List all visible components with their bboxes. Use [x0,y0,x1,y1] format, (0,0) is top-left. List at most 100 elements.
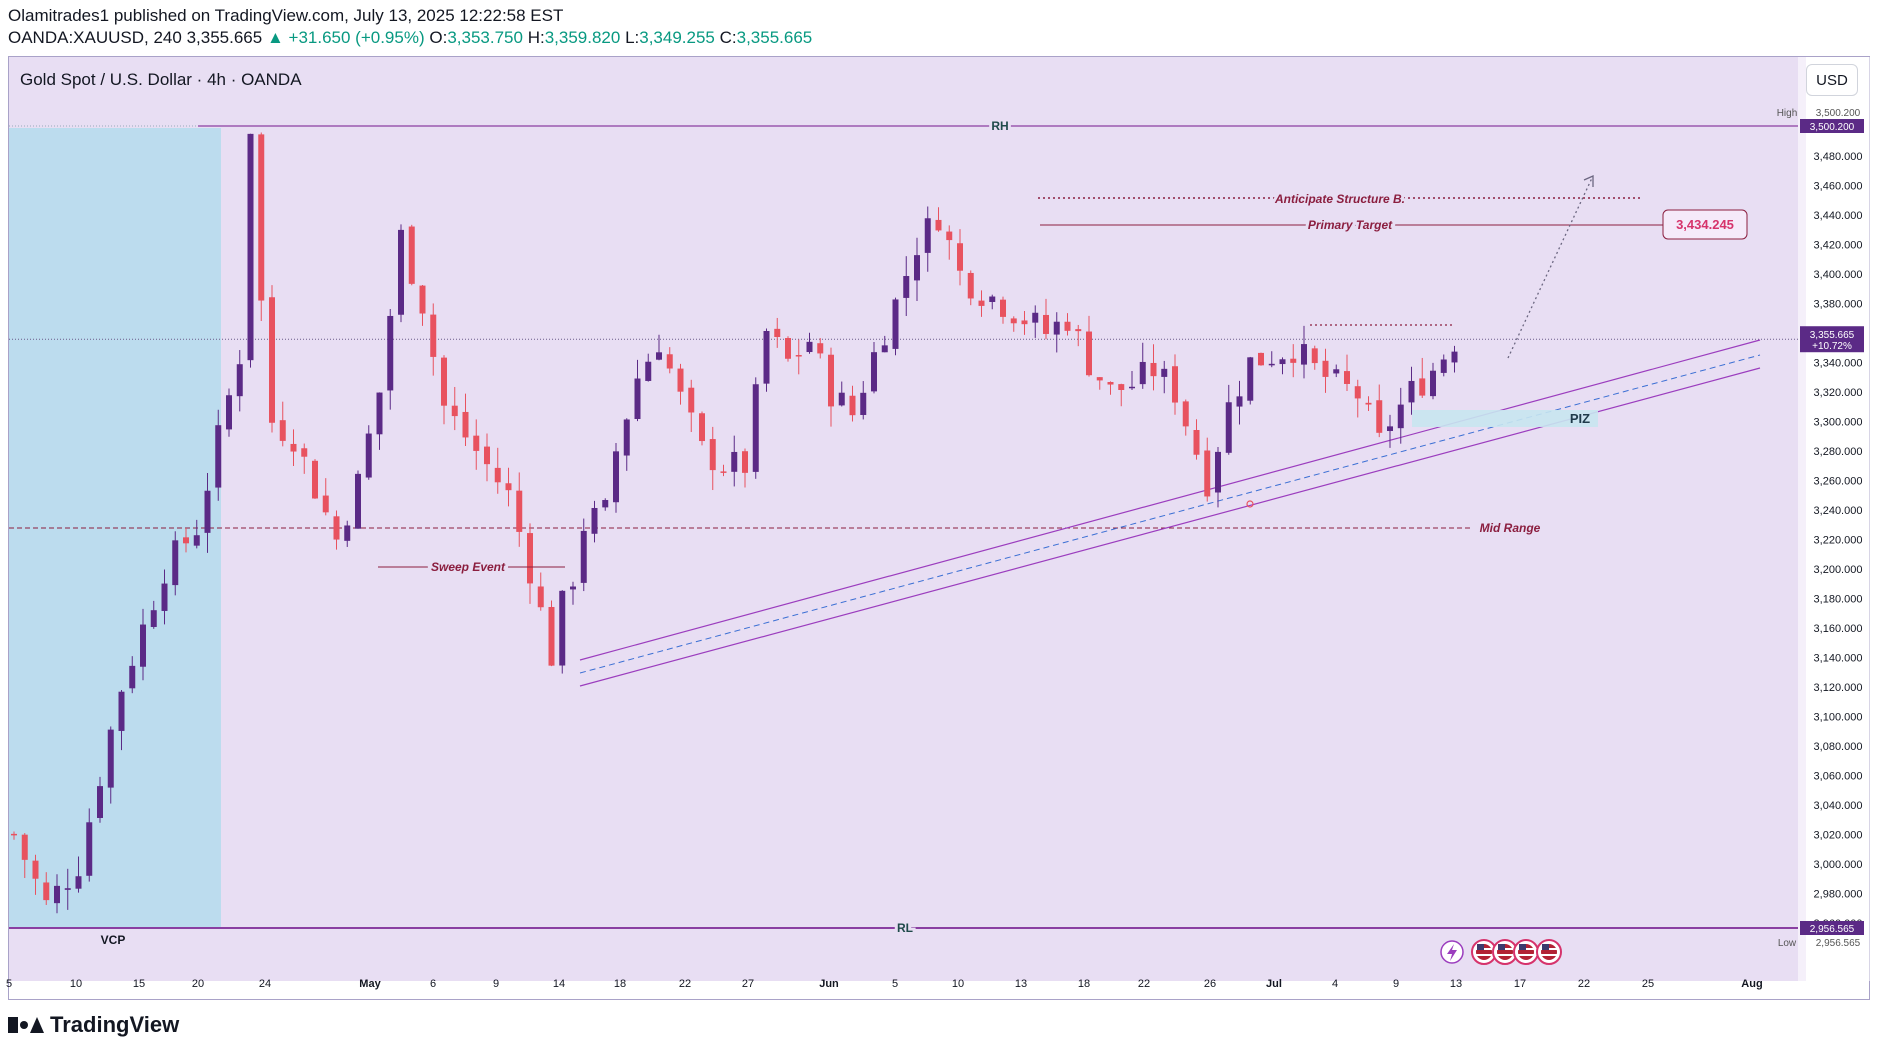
x-tick-label: 4 [1332,978,1338,990]
candle-body [871,352,877,392]
low-tag-label: Low [1778,938,1797,949]
candle-body [344,525,351,541]
last-price: 3,355.665 [186,28,263,47]
candle-body [484,446,490,465]
x-tick-label: 22 [1578,978,1590,990]
candle-body [924,218,931,253]
open-value: 3,353.750 [447,28,523,47]
candle-body [602,500,609,508]
x-tick-label: 13 [1450,978,1462,990]
candle-body [1451,351,1458,363]
x-tick-label: 22 [1138,978,1150,990]
candle-body [967,272,974,299]
x-tick-label: 13 [1015,978,1027,990]
flag-icon-stripe [1497,954,1513,956]
candle-body [559,590,566,666]
candle-body [570,586,576,590]
us-flag-event-icon [1513,939,1539,965]
y-tick-label: 3,460.000 [1814,180,1863,192]
x-tick-label: 10 [952,978,964,990]
candle-body [161,583,168,611]
y-tick-label: 3,120.000 [1814,682,1863,694]
candle-body [226,395,232,430]
candle-body [172,540,179,586]
x-tick-label: 20 [192,978,204,990]
candle-body [591,507,598,534]
tradingview-logo[interactable]: TradingView [8,1012,179,1038]
candle-body [1322,360,1329,377]
candle-body [1354,386,1361,399]
x-tick-label: 5 [6,978,12,990]
low-value: 3,349.255 [639,28,715,47]
candle-body [75,876,82,889]
candle-body [290,443,297,452]
x-tick-label: 15 [133,978,145,990]
candle-body [1215,451,1221,493]
candle-body [118,691,125,731]
candle-body [21,834,28,860]
candle-body [774,328,781,337]
candle-body [1311,348,1318,364]
y-tick-label: 3,260.000 [1814,475,1863,487]
candle-body [1075,329,1082,332]
candle-body [903,276,910,298]
publisher-line: Olamitrades1 published on TradingView.co… [8,6,564,25]
candle-body [301,448,308,457]
rl-label: RL [897,921,913,935]
candle-body [1150,362,1157,377]
high-tag-label: High [1777,108,1798,119]
candle-body [1139,361,1146,385]
flag-icon-canton [1498,944,1505,950]
price-axis [1798,57,1870,981]
candle-body [204,490,211,533]
lightning-icon-bolt [1447,944,1457,961]
y-tick-label: 3,400.000 [1814,269,1863,281]
candle-body [43,882,50,901]
us-flag-event-icon [1536,939,1562,965]
channel-upper-line [579,339,1761,661]
candle-body [1204,450,1211,497]
candle-body [322,495,329,513]
y-tick-label: 3,200.000 [1814,564,1863,576]
candle-body [1107,382,1114,385]
candle-body [236,364,243,397]
candle-body [451,405,458,417]
candle-body [946,231,953,241]
candle-body [312,460,318,499]
candle-body [1096,377,1103,381]
rh-price-tag-value: 3,500.200 [1810,122,1855,133]
y-tick-label: 3,280.000 [1814,446,1863,458]
x-tick-label: 27 [742,978,754,990]
candle-body [279,420,286,441]
flag-icon-canton [1519,944,1526,950]
candle-body [957,243,963,271]
rh-label: RH [991,119,1008,133]
candle-body [1032,312,1039,323]
x-tick-label: 9 [493,978,499,990]
currency-button[interactable]: USD [1806,64,1858,96]
x-tick-label: Jun [819,978,839,990]
candle-body [441,357,447,406]
candle-body [527,533,533,584]
x-tick-label: 18 [614,978,626,990]
candle-body [516,490,523,532]
candle-body [1129,386,1135,389]
y-tick-label: 3,220.000 [1814,534,1863,546]
candle-body [140,624,146,667]
candle-body [677,368,684,392]
candle-body [365,433,372,478]
x-tick-label: 24 [259,978,271,990]
piz-label: PIZ [1570,411,1590,426]
flag-icon-canton [1477,944,1484,950]
symbol-ohlc-line: OANDA:XAUUSD, 240 3,355.665 ▲ +31.650 (+… [8,28,812,48]
symbol: OANDA:XAUUSD, 240 [8,28,182,47]
candle-body [64,888,71,890]
candle-body [1408,380,1415,403]
x-tick-label: 5 [892,978,898,990]
flag-icon-stripe [1541,954,1557,956]
candle-body [849,395,856,416]
candle-body [419,285,426,314]
candle-body [817,343,824,354]
low-label: L: [625,28,640,47]
